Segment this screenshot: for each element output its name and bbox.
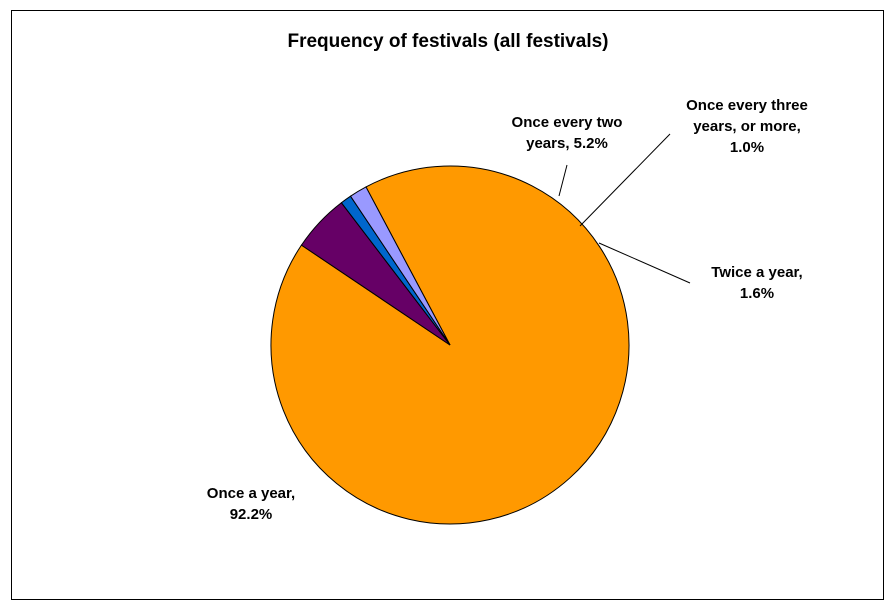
slice-label-0: Once a year, 92.2% [207, 485, 295, 523]
leader-line-3 [598, 242, 691, 284]
slice-label-3: Twice a year, 1.6% [711, 264, 802, 302]
leader-line-2 [579, 133, 671, 227]
slice-label-2: Once every three years, or more, 1.0% [686, 97, 808, 156]
pie-slice-3 [349, 186, 451, 346]
slice-label-1: Once every two years, 5.2% [512, 114, 623, 152]
chart-title: Frequency of festivals (all festivals) [287, 31, 609, 52]
leader-line-1 [558, 164, 568, 197]
